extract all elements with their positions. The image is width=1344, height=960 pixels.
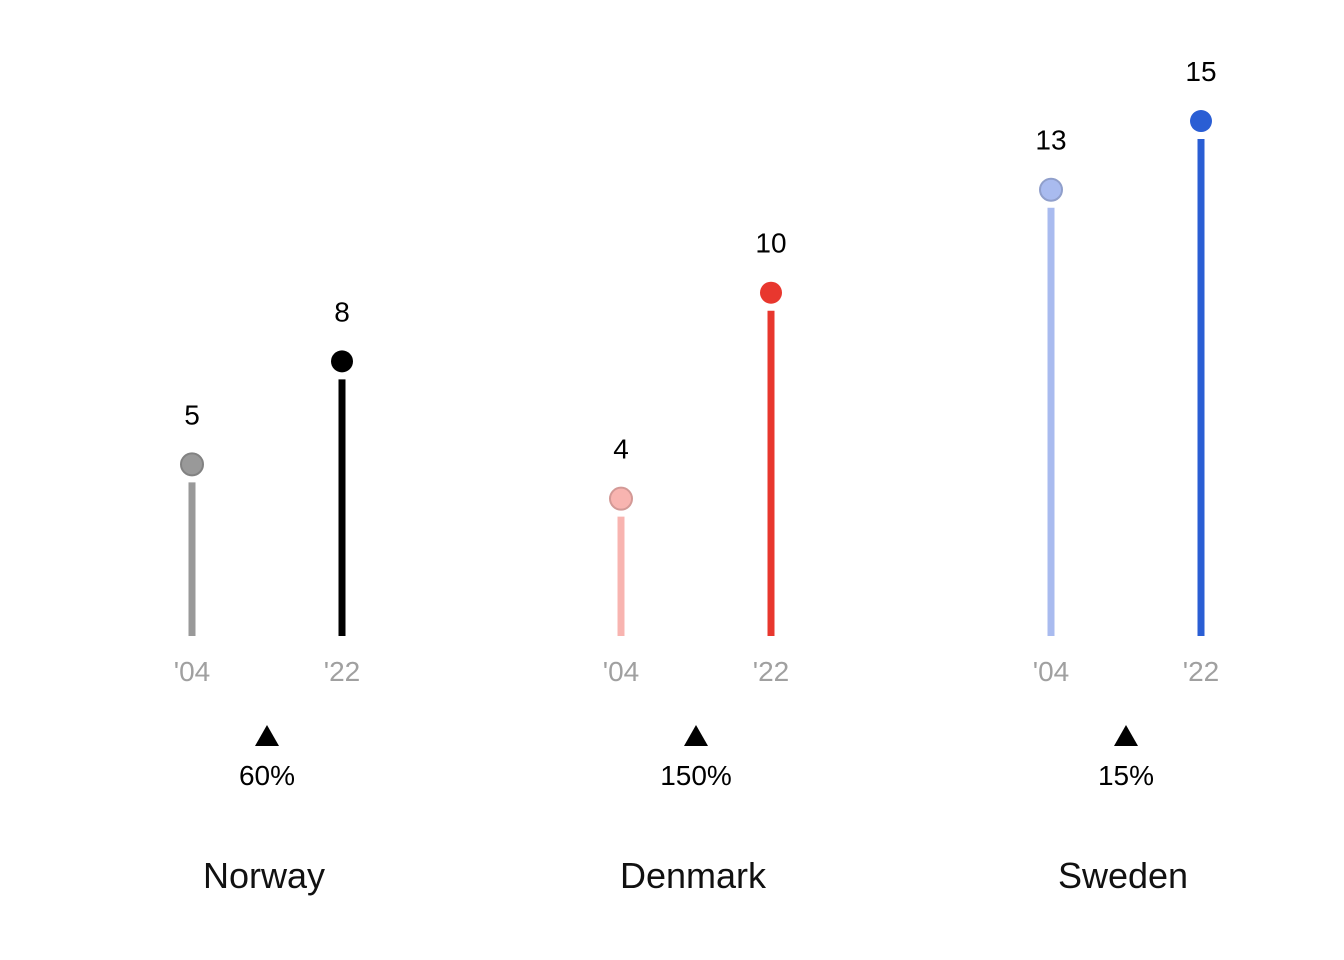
- sweden-group-label: Sweden: [1058, 855, 1188, 896]
- norway-22-dot: [331, 350, 353, 373]
- norway-04-dot: [180, 452, 204, 477]
- norway-04-tick-label: '04: [174, 656, 211, 687]
- denmark-22-tick-label: '22: [753, 656, 790, 687]
- sweden-22-tick-label: '22: [1183, 656, 1220, 687]
- sweden-22-dot: [1190, 110, 1212, 133]
- denmark-change-triangle-icon: [684, 725, 708, 746]
- denmark-group-label: Denmark: [620, 855, 767, 896]
- sweden-change-triangle-icon: [1114, 725, 1138, 746]
- denmark-04-value-label: 4: [613, 434, 629, 465]
- sweden-04-dot: [1039, 177, 1063, 202]
- sweden-04-value-label: 13: [1035, 125, 1066, 156]
- denmark-04-tick-label: '04: [603, 656, 640, 687]
- norway-22-value-label: 8: [334, 296, 350, 327]
- denmark-22-dot: [760, 281, 782, 304]
- norway-04-value-label: 5: [184, 399, 200, 430]
- denmark-change-label: 150%: [660, 760, 732, 791]
- norway-group-label: Norway: [203, 855, 325, 896]
- denmark-04-dot: [609, 486, 633, 511]
- sweden-22-value-label: 15: [1185, 56, 1216, 87]
- denmark-22-value-label: 10: [755, 228, 786, 259]
- norway-change-label: 60%: [239, 760, 295, 791]
- sweden-04-tick-label: '04: [1033, 656, 1070, 687]
- sweden-change-label: 15%: [1098, 760, 1154, 791]
- norway-22-tick-label: '22: [324, 656, 361, 687]
- norway-change-triangle-icon: [255, 725, 279, 746]
